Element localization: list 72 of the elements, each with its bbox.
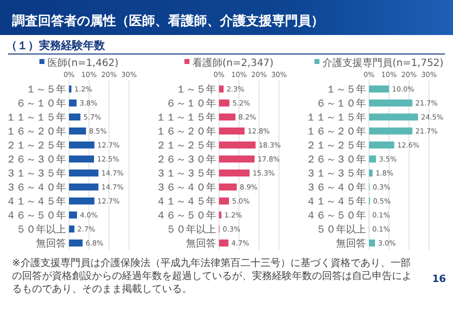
bar [69,198,94,204]
y-tick-label: ３１～３５年 [156,168,216,180]
y-tick-label: ３６～４０年 [156,182,216,194]
bar [69,184,98,190]
bar [219,86,224,92]
y-tick-label: ４１～４５年 [156,196,216,208]
chart-subtitle: （１）実務経験年数 [6,39,106,52]
y-tick-label: ２６～３０年 [306,154,366,166]
bar [369,114,418,120]
bar [369,156,376,162]
text: 16 [432,274,446,285]
y-tick-label: １１～１５年 [156,112,216,124]
bar [369,142,394,148]
bar [369,128,412,134]
y-tick-label: ２６～３０年 [156,154,216,166]
y-tick-label: ６～１０年 [316,98,366,110]
y-tick-label: ２１～２５年 [156,140,216,152]
bar [369,100,412,106]
bar [219,128,245,134]
bar [369,240,375,246]
legend-label: 介護支援専門員(n=1,752) [322,57,444,69]
y-tick-label: ３６～４０年 [6,182,66,194]
y-tick-label: １６～２０年 [306,126,366,138]
y-tick-label: １１～１５年 [306,112,366,124]
y-tick-label: １６～２０年 [156,126,216,138]
y-tick-label: ６～１０年 [166,98,216,110]
bar [69,100,77,106]
y-tick-label: ２６～３０年 [6,154,66,166]
bar [219,198,229,204]
bar [69,240,83,246]
y-tick-label: １６～２０年 [6,126,66,138]
y-tick-label: 無回答 [36,238,66,250]
y-tick-label: ５０年以上 [316,224,366,236]
bar [69,128,86,134]
y-tick-label: ２１～２５年 [306,140,366,152]
y-tick-label: １～５年 [26,84,66,96]
bar [369,170,373,176]
bar [69,212,77,218]
y-tick-label: ３１～３５年 [6,168,66,180]
y-tick-label: ２１～２５年 [6,140,66,152]
bar [69,142,94,148]
y-tick-label: １１～１５年 [6,112,66,124]
text: 調査回答者の属性（医師、看護師、介護支援専門員） [12,13,324,29]
bar [219,100,230,106]
bar [219,184,237,190]
y-tick-label: ６～１０年 [16,98,66,110]
bar [69,170,98,176]
y-tick-label: ５０年以上 [166,224,216,236]
y-tick-label: ５０年以上 [16,224,66,236]
bar [369,86,389,92]
bar [219,114,236,120]
legend-label: 医師(n=1,462) [47,57,119,69]
bar [219,142,256,148]
y-tick-label: ４６～５０年 [6,210,66,222]
bar [219,156,255,162]
y-tick-label: ４１～４５年 [6,196,66,208]
bar [219,170,250,176]
y-tick-label: １～５年 [326,84,366,96]
legend-label: 看護師(n=2,347) [192,57,274,69]
text: ※介護支援専門員は介護保険法（平成九年法律第百二十三号）に基づく資格であり、一部の回答が資格創設からの経過年数を超過しているが、実務経験年数の回答は自己申告によるものであり、そのまま掲載している。 [12,257,412,295]
bar [219,240,228,246]
y-tick-label: ３６～４０年 [306,182,366,194]
y-tick-label: ４６～５０年 [156,210,216,222]
y-tick-label: ３１～３５年 [306,168,366,180]
bar [69,114,80,120]
y-tick-label: １～５年 [176,84,216,96]
y-tick-label: 無回答 [336,238,366,250]
y-tick-label: 無回答 [186,238,216,250]
y-tick-label: ４１～４５年 [306,196,366,208]
y-tick-label: ４６～５０年 [306,210,366,222]
bar [69,156,94,162]
bar [69,226,74,232]
